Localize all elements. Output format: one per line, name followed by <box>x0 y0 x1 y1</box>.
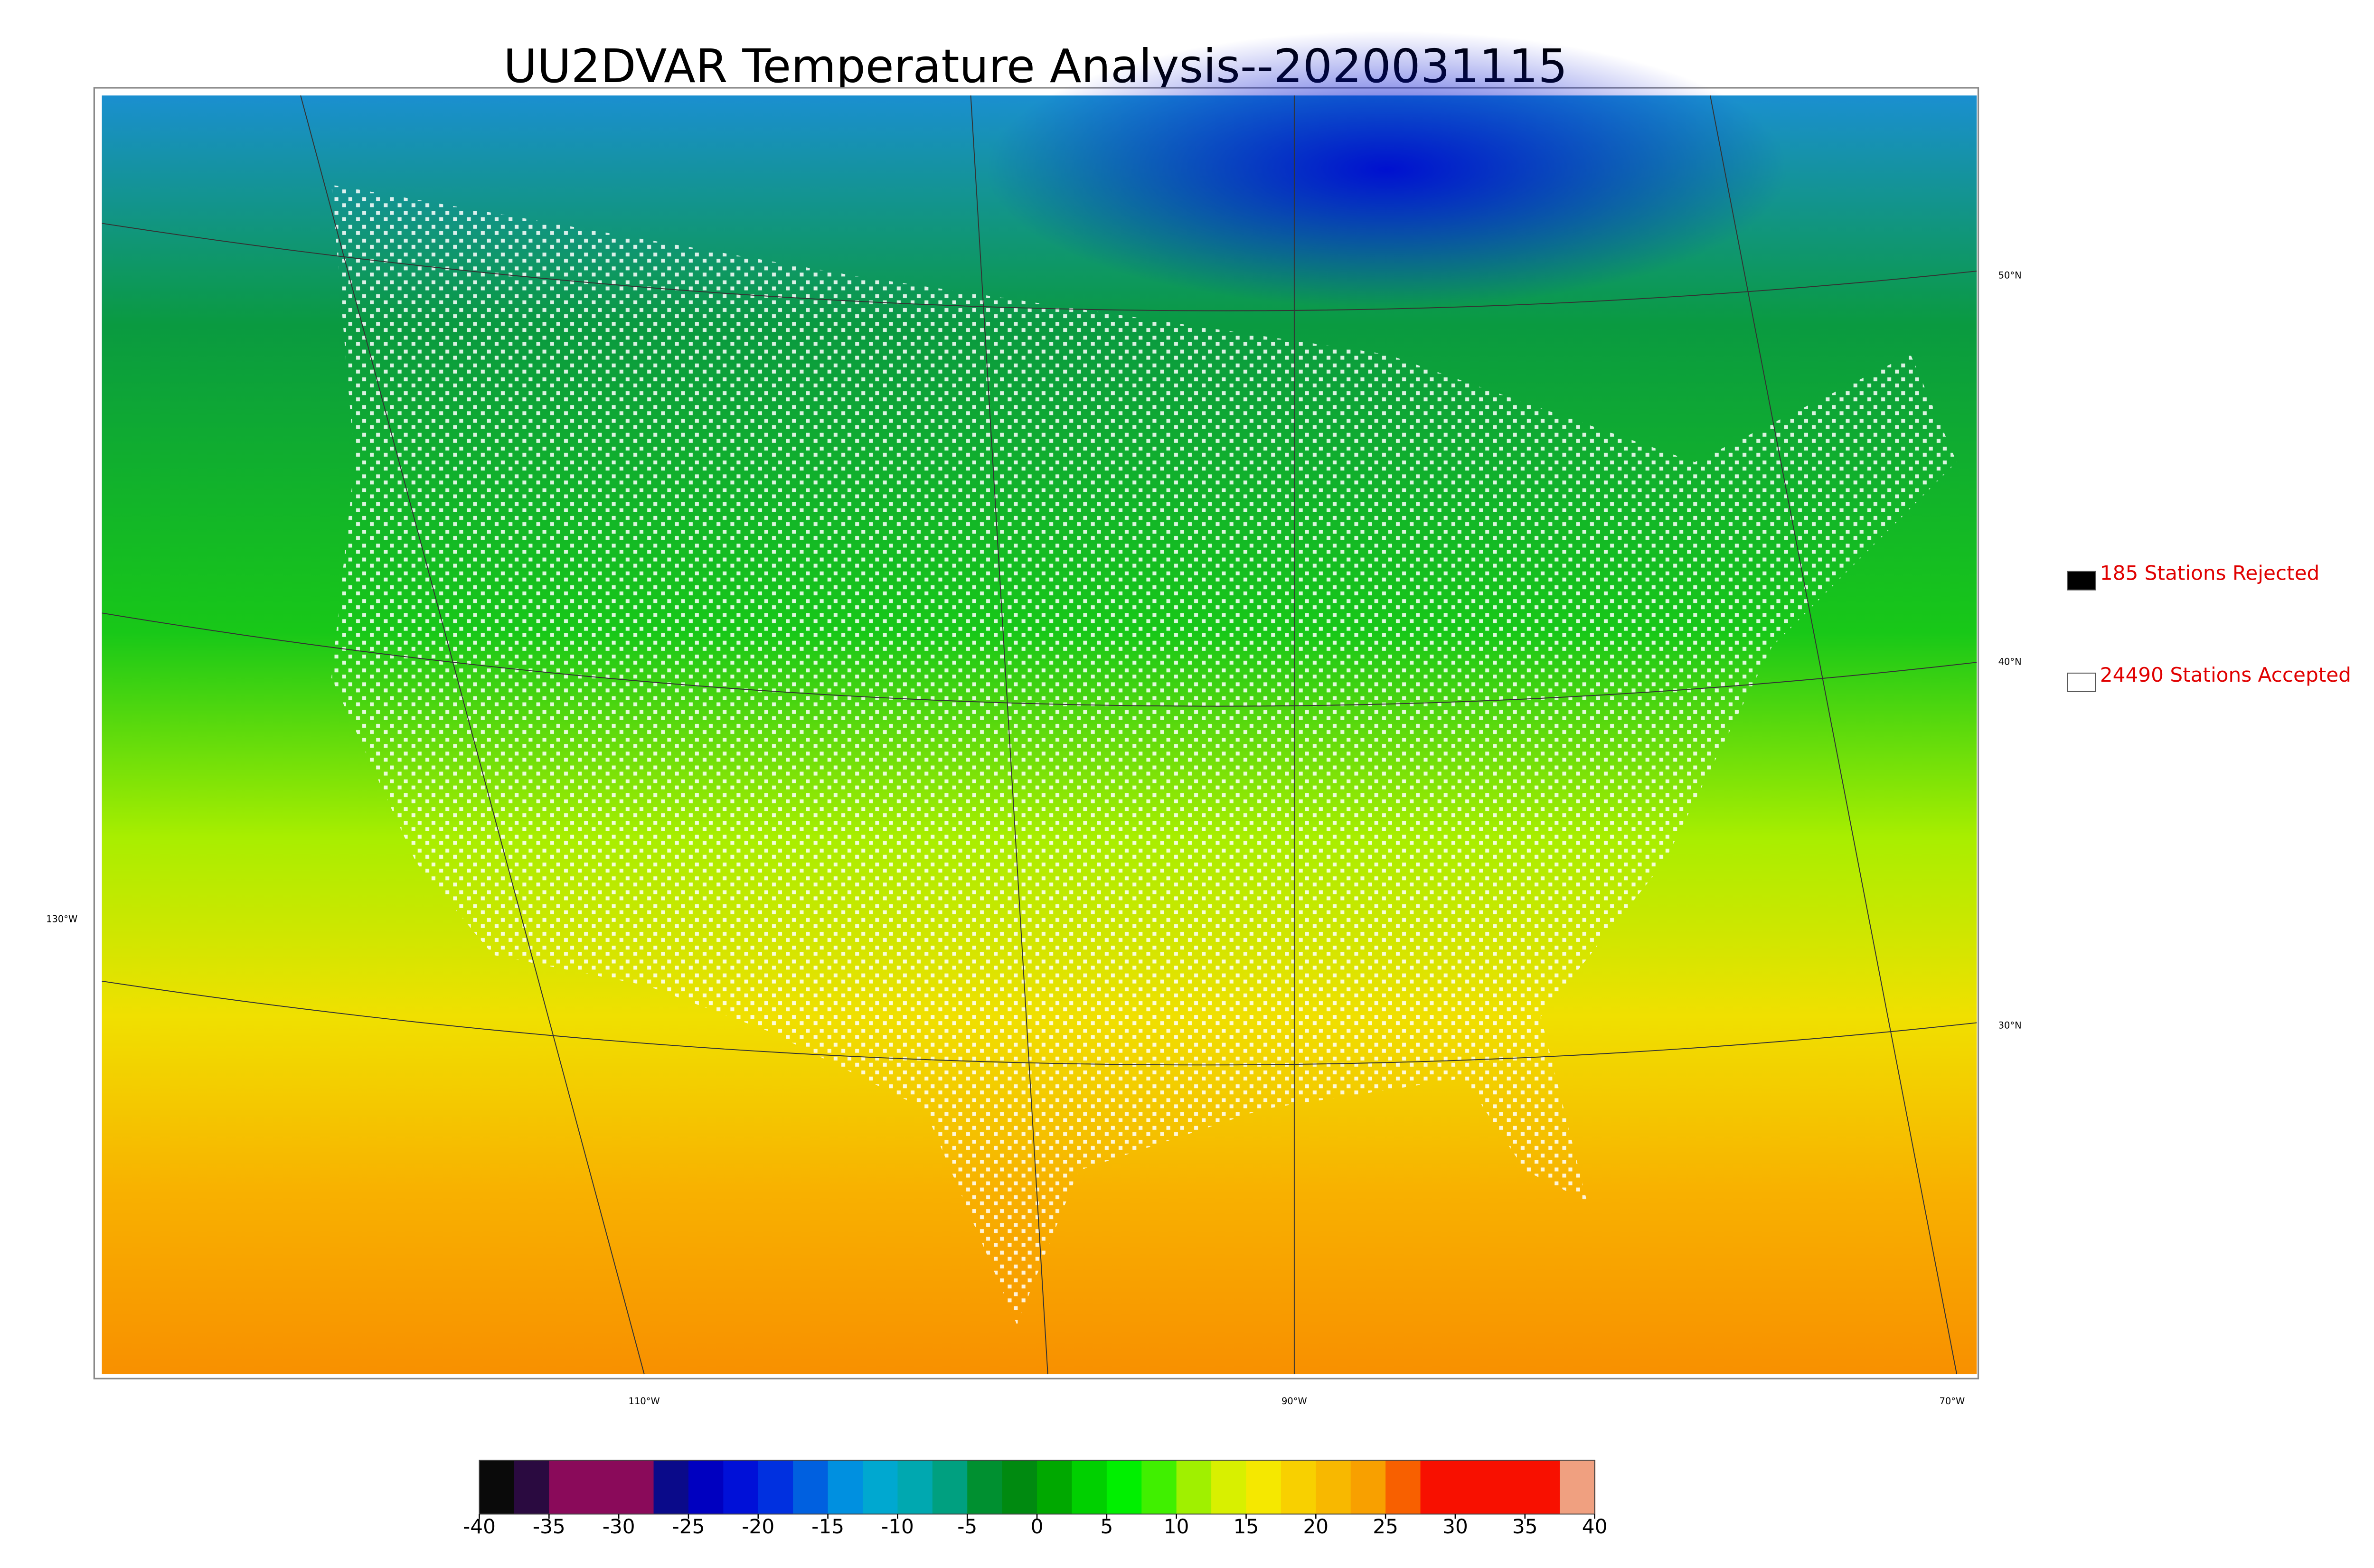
colorbar-segment <box>1525 1460 1561 1514</box>
colorbar-segment <box>1490 1460 1526 1514</box>
lon-label: 70°W <box>1939 1396 1965 1407</box>
colorbar-tick-label: 0 <box>1031 1515 1044 1538</box>
legend: 185 Stations Rejected 24490 Stations Acce… <box>2067 562 2351 692</box>
colorbar-tick-label: -5 <box>957 1515 977 1538</box>
colorbar-segment <box>967 1460 1003 1514</box>
graticule-labels: 50°N 40°N 30°N 130°W 110°W 90°W 70°W <box>46 270 2022 1407</box>
colorbar-tick-label: 20 <box>1303 1515 1328 1538</box>
colorbar-segment <box>1176 1460 1212 1514</box>
lon-label: 90°W <box>1281 1396 1307 1407</box>
colorbar-tick-label: 35 <box>1512 1515 1538 1538</box>
lat-label: 30°N <box>1998 1020 2022 1031</box>
cold-region <box>986 30 1788 308</box>
colorbar-tick-label: 15 <box>1234 1515 1259 1538</box>
colorbar-segment <box>619 1460 655 1514</box>
colorbar-segment <box>1350 1460 1386 1514</box>
colorbar-tick-label: -40 <box>463 1515 496 1538</box>
colorbar-segment <box>723 1460 759 1514</box>
colorbar-segment <box>479 1460 515 1514</box>
colorbar-segment <box>1420 1460 1456 1514</box>
colorbar-segment <box>584 1460 620 1514</box>
colorbar-tick-label: -15 <box>811 1515 844 1538</box>
colorbar-tick-label: -25 <box>672 1515 705 1538</box>
lat-label: 40°N <box>1998 657 2022 667</box>
colorbar-segment <box>932 1460 968 1514</box>
colorbar: -40 -35 -30 -25 -20 -15 -10 -5 0 5 10 15 20 25 30 35 40 <box>463 1459 1608 1538</box>
map <box>93 30 1979 1380</box>
colorbar-segment <box>1037 1460 1073 1514</box>
colorbar-tick-label: -30 <box>603 1515 635 1538</box>
colorbar-segment <box>1211 1460 1247 1514</box>
colorbar-tick-label: 25 <box>1373 1515 1398 1538</box>
colorbar-tick-label: 5 <box>1100 1515 1113 1538</box>
colorbar-segment <box>1281 1460 1317 1514</box>
colorbar-segment <box>1560 1460 1596 1514</box>
colorbar-tick-label: 30 <box>1442 1515 1468 1538</box>
graticule <box>102 95 1977 1374</box>
colorbar-segment <box>828 1460 864 1514</box>
station-dots <box>331 185 1957 1325</box>
colorbar-tick-label: -35 <box>533 1515 565 1538</box>
colorbar-segment <box>793 1460 829 1514</box>
colorbar-segment <box>758 1460 794 1514</box>
colorbar-segment <box>1455 1460 1491 1514</box>
colorbar-tick-label: 40 <box>1582 1515 1608 1538</box>
colorbar-segment <box>514 1460 550 1514</box>
colorbar-segment <box>897 1460 933 1514</box>
colorbar-segment <box>1072 1460 1108 1514</box>
colorbar-segment <box>1246 1460 1282 1514</box>
colorbar-segment <box>1002 1460 1038 1514</box>
legend-swatch <box>2067 672 2096 692</box>
colorbar-tick-label: -10 <box>881 1515 914 1538</box>
colorbar-tick-label: 10 <box>1164 1515 1189 1538</box>
colorbar-segment <box>1141 1460 1178 1514</box>
colorbar-segment <box>1106 1460 1142 1514</box>
legend-label: 24490 Stations Accepted <box>2100 663 2351 686</box>
lon-label: 130°W <box>46 914 77 925</box>
colorbar-segment <box>1316 1460 1352 1514</box>
colorbar-segment <box>1385 1460 1422 1514</box>
lat-label: 50°N <box>1998 270 2022 281</box>
colorbar-segment <box>688 1460 724 1514</box>
colorbar-segment <box>653 1460 689 1514</box>
colorbar-tick-label: -20 <box>742 1515 774 1538</box>
legend-label: 185 Stations Rejected <box>2100 562 2319 585</box>
lon-label: 110°W <box>629 1396 660 1407</box>
colorbar-segment <box>863 1460 899 1514</box>
colorbar-segment <box>549 1460 585 1514</box>
legend-swatch <box>2067 571 2096 591</box>
